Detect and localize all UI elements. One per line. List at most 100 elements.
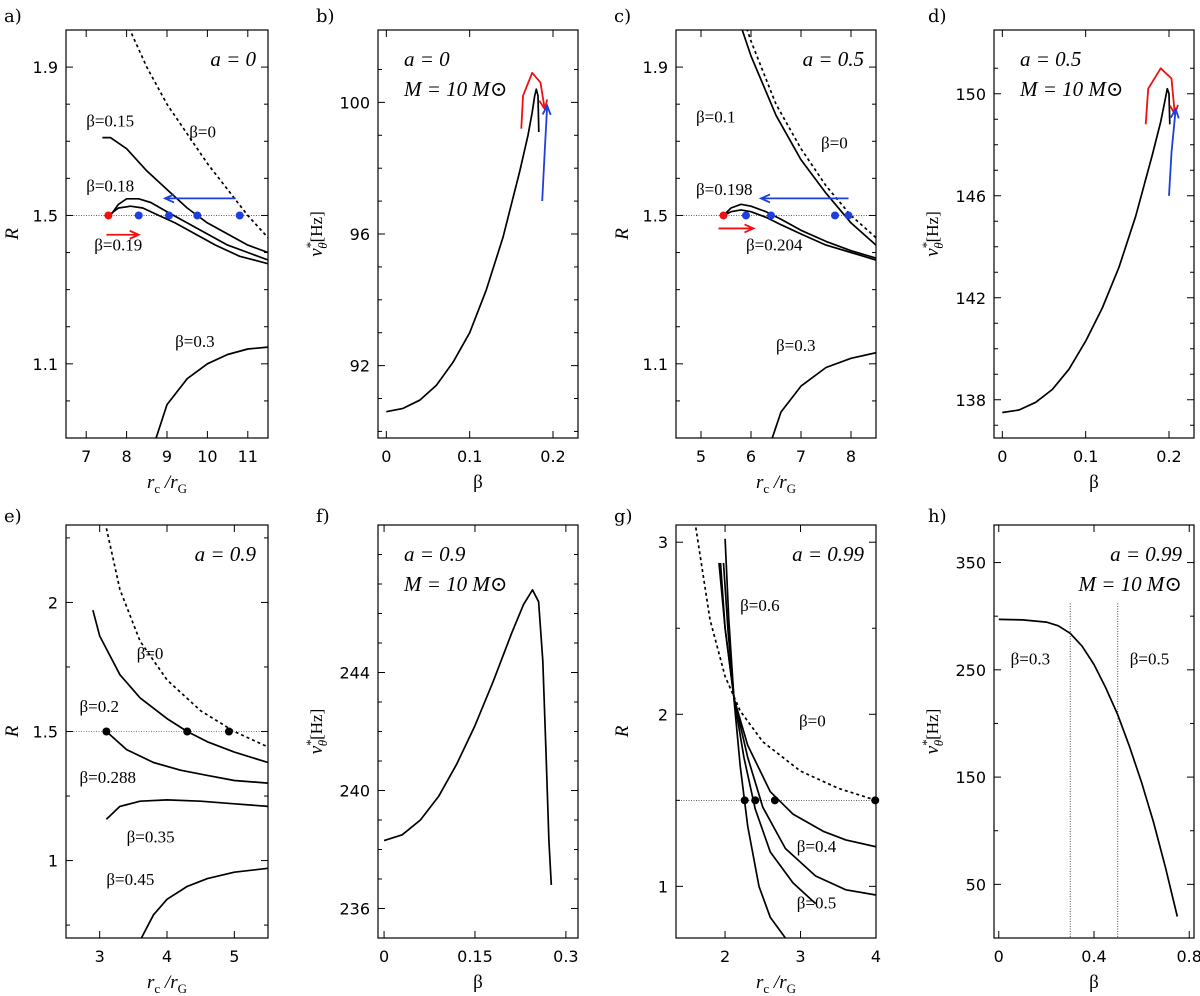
- curve-label: β=0.3: [1011, 649, 1051, 668]
- y-tick-label: 1: [658, 877, 668, 896]
- panel-h: h) 0 0.4 0.8 50 150 250 350 β ν*θ[Hz] β=0.3 β=0.5 a …: [919, 506, 1200, 993]
- panel-label: g): [614, 506, 633, 527]
- y-tick-label: 1.5: [643, 206, 668, 225]
- x-tick-label: 0: [997, 447, 1007, 466]
- panel-b: b) 0 0.1 0.2 92 96 100 β ν*θ[Hz] a = 0 M = 10 M⊙: [303, 6, 579, 493]
- y-tick-label: 138: [955, 391, 986, 410]
- y-axis-label: R: [2, 725, 23, 738]
- data-point: [719, 211, 728, 220]
- series-line: [105, 730, 268, 784]
- data-point: [134, 211, 143, 220]
- x-tick-label: 8: [846, 447, 856, 466]
- panel-label: e): [4, 506, 22, 527]
- plot-frame: [675, 29, 877, 439]
- data-point: [831, 211, 839, 220]
- data-point: [770, 796, 779, 805]
- y-tick-label: 1.1: [33, 355, 58, 374]
- series-line: [129, 30, 268, 239]
- y-tick-label: 1: [48, 852, 58, 871]
- direction-arrow-head: [744, 223, 756, 234]
- direction-arrow: [1168, 108, 1177, 196]
- x-tick-label: 0: [379, 947, 389, 966]
- curve-label: β=0.198: [696, 180, 753, 199]
- x-axis-label: β: [1089, 972, 1099, 993]
- x-axis-label: β: [1089, 472, 1099, 493]
- y-tick-label: 350: [955, 554, 986, 573]
- direction-arrow-head: [162, 193, 175, 204]
- curve-label: β=0.45: [106, 870, 154, 889]
- y-tick-label: 150: [955, 85, 986, 104]
- panel-annotation: a = 0.9: [195, 542, 257, 566]
- x-tick-label: 2: [720, 947, 730, 966]
- plot-area: [1002, 87, 1171, 414]
- series-line: [746, 30, 876, 239]
- series-line: [998, 618, 1179, 917]
- panel-annotation: M = 10 M⊙: [403, 572, 508, 596]
- series-line: [140, 867, 268, 938]
- y-tick-label: 2: [48, 593, 58, 612]
- x-tick-label: 0.1: [1073, 447, 1098, 466]
- curve-label: β=0: [821, 134, 848, 153]
- curve-label: β=0.288: [79, 768, 136, 787]
- panel-annotation: M = 10 M⊙: [403, 77, 508, 101]
- series-line: [104, 525, 268, 748]
- series-line: [724, 538, 787, 938]
- y-tick-label: 250: [955, 661, 986, 680]
- x-tick-label: 0.15: [457, 947, 493, 966]
- plot-area: [676, 525, 876, 938]
- x-tick-label: 7: [796, 447, 806, 466]
- series-line: [383, 589, 553, 885]
- curve-label: β=0.4: [797, 837, 837, 856]
- direction-arrow-head: [758, 193, 771, 204]
- plot-frame: [65, 29, 269, 439]
- y-tick-label: 2: [658, 705, 668, 724]
- series-line: [105, 799, 268, 820]
- y-axis-label: R: [612, 228, 633, 241]
- direction-arrow: [541, 105, 549, 202]
- series-line: [107, 205, 268, 265]
- panel-d: d) 0 0.1 0.2 138 142 146 150 β ν*θ[Hz] a = 0.5 M = …: [919, 6, 1195, 493]
- curve-label: β=0: [799, 711, 826, 730]
- y-tick-label: 50: [966, 875, 986, 894]
- x-tick-label: 0: [381, 447, 391, 466]
- series-line: [694, 525, 876, 802]
- data-point: [871, 796, 880, 805]
- y-tick-label: 96: [350, 225, 370, 244]
- panel-a: a) 7 8 9 10 11 1.1 1.5 1.9 rc /rG Rβ=0.15 β=0 β=0.18…: [2, 6, 269, 496]
- y-axis-label: R: [612, 725, 633, 738]
- y-tick-label: 142: [955, 289, 986, 308]
- series-line: [741, 30, 876, 246]
- series-line: [155, 346, 268, 438]
- y-tick-label: 1.9: [643, 58, 668, 77]
- y-axis-label: ν*θ[Hz]: [303, 211, 330, 256]
- y-tick-label: 3: [658, 533, 668, 552]
- data-point: [844, 211, 853, 220]
- panel-annotation: a = 0.9: [404, 542, 466, 566]
- x-tick-label: 6: [746, 447, 756, 466]
- curve-label: β=0.2: [79, 697, 119, 716]
- plot-frame: [675, 524, 877, 939]
- curve-label: β=0.35: [127, 827, 175, 846]
- series-line: [1002, 87, 1171, 414]
- curve-label: β=0.3: [776, 336, 816, 355]
- x-tick-label: 11: [238, 447, 258, 466]
- y-tick-label: 1.9: [33, 58, 58, 77]
- x-tick-label: 0.2: [540, 447, 565, 466]
- y-tick-label: 150: [955, 768, 986, 787]
- y-tick-label: 146: [955, 187, 986, 206]
- panel-c: c) 5 6 7 8 1.1 1.5 1.9 rc /rG Rβ=0.1 β=0 β=0.198 β=0…: [612, 6, 877, 496]
- curve-label: β=0.1: [696, 108, 736, 127]
- plot-area: [676, 30, 876, 438]
- x-tick-label: 9: [162, 447, 172, 466]
- direction-arrow-head: [1170, 106, 1180, 119]
- direction-arrow-head: [541, 103, 552, 116]
- plot-area: [998, 603, 1179, 938]
- panel-label: f): [316, 506, 330, 527]
- x-tick-label: 5: [696, 447, 706, 466]
- panel-f: f) 0 0.15 0.3 236 240 244 β ν*θ[Hz] a = 0.9 M = 10…: [303, 506, 579, 993]
- direction-arrow-head: [129, 229, 141, 240]
- x-tick-label: 8: [122, 447, 132, 466]
- data-point: [742, 211, 750, 220]
- data-point: [104, 211, 113, 220]
